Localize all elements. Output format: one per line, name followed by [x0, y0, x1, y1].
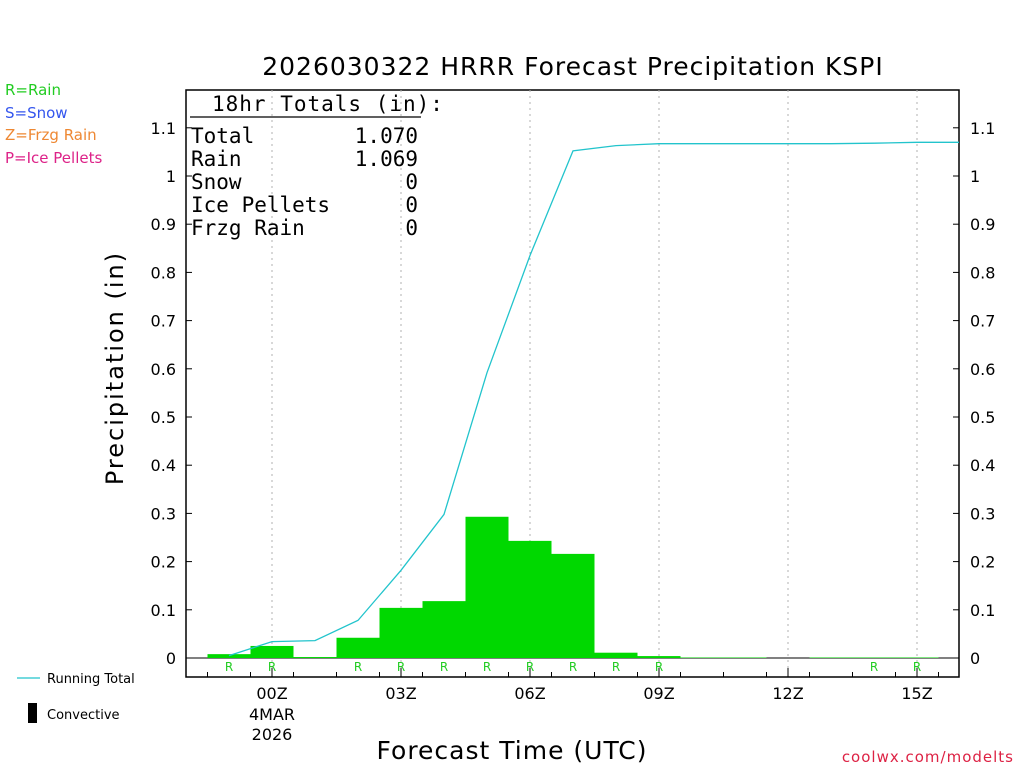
precip-type-label: R	[569, 660, 577, 674]
totals-value-total: 1.070	[355, 124, 418, 148]
chart-title: 2026030322 HRRR Forecast Precipitation K…	[262, 52, 884, 81]
precip-type-label: R	[483, 660, 491, 674]
y-tick-label-right: 0.2	[970, 553, 995, 572]
totals-value-frzg-rain: 0	[405, 216, 418, 240]
totals-value-rain: 1.069	[355, 147, 418, 171]
convective-legend-swatch	[28, 703, 37, 723]
precip-type-label: R	[655, 660, 663, 674]
y-tick-label-right: 0.9	[970, 215, 995, 234]
y-tick-label-left: 0.9	[151, 215, 176, 234]
running-total-legend-label: Running Total	[47, 672, 135, 687]
precip-bar	[250, 645, 294, 658]
y-tick-label-right: 0.6	[970, 360, 995, 379]
precip-bar	[465, 516, 509, 658]
totals-label-snow: Snow	[191, 170, 242, 194]
y-tick-label-right: 0.4	[970, 456, 995, 475]
y-tick-label-left: 0.5	[151, 408, 176, 427]
precip-type-label: R	[397, 660, 405, 674]
precip-bar	[637, 656, 681, 658]
totals-label-total: Total	[191, 124, 254, 148]
series-legend: Running Total Convective	[17, 672, 135, 723]
running-total-line	[228, 141, 959, 657]
y-tick-label-right: 0.7	[970, 312, 995, 331]
precip-bar	[207, 654, 251, 658]
totals-value-ice-pellets: 0	[405, 193, 418, 217]
totals-value-snow: 0	[405, 170, 418, 194]
precip-type-label: R	[354, 660, 362, 674]
precip-bars	[207, 516, 939, 658]
y-axes: 0 00.1 0.10.2 0.20.3 0.30.4 0.40.5 0.50.6 0.60.…	[151, 119, 996, 668]
x-tick-label-12Z: 12Z	[772, 684, 803, 703]
precip-type-label: R	[870, 660, 878, 674]
x-tick-label-00Z: 00Z	[256, 684, 287, 703]
x-tick-year: 2026	[252, 725, 293, 744]
y-tick-label-right: 0.5	[970, 408, 995, 427]
x-tick-label-15Z: 15Z	[901, 684, 932, 703]
precip-type-label: R	[225, 660, 233, 674]
precip-bar	[594, 652, 638, 658]
precip-bar	[422, 601, 466, 658]
y-tick-label-left: 0.7	[151, 312, 176, 331]
convective-legend-label: Convective	[47, 708, 120, 723]
precip-type-label: R	[440, 660, 448, 674]
x-axis-label: Forecast Time (UTC)	[377, 736, 648, 765]
totals-label-rain: Rain	[191, 147, 242, 171]
precip-type-label: R	[268, 660, 276, 674]
legend-ice-pellets: P=Ice Pellets	[5, 149, 102, 167]
y-tick-label-left: 1	[166, 167, 176, 186]
precip-type-label: R	[913, 660, 921, 674]
y-tick-label-right: 0.1	[970, 601, 995, 620]
y-tick-label-right: 0	[970, 649, 980, 668]
precip-type-label: R	[526, 660, 534, 674]
precip-type-label: R	[612, 660, 620, 674]
x-tick-label-03Z: 03Z	[385, 684, 416, 703]
y-tick-label-left: 1.1	[151, 119, 176, 138]
precip-bar	[336, 637, 380, 658]
y-tick-label-left: 0	[166, 649, 176, 668]
plot-frame	[185, 89, 960, 678]
legend-frzg-rain: Z=Frzg Rain	[5, 126, 97, 144]
x-tick-label-06Z: 06Z	[514, 684, 545, 703]
legend-snow: S=Snow	[5, 104, 68, 122]
legend-rain: R=Rain	[5, 81, 61, 99]
x-tick-date: 4MAR	[249, 705, 295, 724]
y-tick-label-right: 0.3	[970, 504, 995, 523]
precip-bar	[293, 657, 337, 658]
running-total-series	[228, 141, 959, 657]
precip-bar	[508, 540, 552, 658]
precip-bar	[379, 607, 423, 658]
y-axis-label: Precipitation (in)	[101, 251, 129, 485]
totals-label-ice-pellets: Ice Pellets	[191, 193, 330, 217]
totals-box: 18hr Totals (in): Total 1.070 Rain 1.069…	[190, 92, 444, 240]
y-tick-label-right: 0.8	[970, 263, 995, 282]
y-tick-label-left: 0.1	[151, 601, 176, 620]
x-tick-label-09Z: 09Z	[643, 684, 674, 703]
credit-text: coolwx.com/modelts	[842, 748, 1014, 766]
y-tick-label-left: 0.6	[151, 360, 176, 379]
totals-header: 18hr Totals (in):	[212, 92, 444, 116]
y-tick-label-left: 0.2	[151, 553, 176, 572]
y-tick-label-left: 0.8	[151, 263, 176, 282]
y-tick-label-left: 0.3	[151, 504, 176, 523]
totals-label-frzg-rain: Frzg Rain	[191, 216, 305, 240]
precip-type-legend: R=Rain S=Snow Z=Frzg Rain P=Ice Pellets	[5, 81, 102, 167]
y-tick-label-left: 0.4	[151, 456, 176, 475]
y-tick-label-right: 1	[970, 167, 980, 186]
precip-bar	[551, 553, 595, 658]
y-tick-label-right: 1.1	[970, 119, 995, 138]
